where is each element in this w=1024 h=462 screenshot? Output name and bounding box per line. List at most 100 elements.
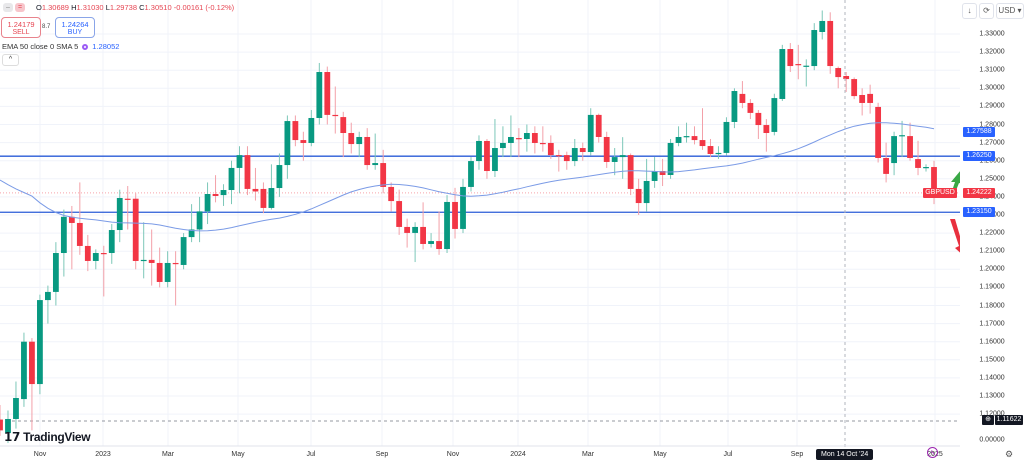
candle-body	[563, 155, 570, 162]
plus-circle-icon[interactable]: ⊕	[982, 415, 994, 425]
candle-body	[292, 121, 299, 141]
candle	[587, 108, 594, 156]
candle	[771, 93, 778, 136]
candle	[324, 66, 331, 125]
candle-body	[340, 117, 347, 134]
candle	[292, 115, 299, 147]
candle-body	[627, 155, 634, 189]
tradingview-logo[interactable]: 𝟭𝟳 TradingView	[4, 430, 91, 444]
candle	[380, 149, 387, 194]
toggle-icon[interactable]: =	[15, 3, 25, 12]
candle-body	[923, 167, 929, 169]
y-tick-label: 1.14000	[979, 374, 1005, 382]
candle-body	[691, 136, 698, 141]
candle-body	[643, 180, 650, 204]
y-tick-label: 1.31000	[979, 66, 1005, 74]
candle	[635, 178, 642, 215]
candle	[492, 119, 498, 177]
x-tick-label: Mar	[581, 451, 595, 458]
candle	[116, 189, 123, 243]
candle	[699, 108, 706, 150]
candle-body	[348, 133, 355, 145]
y-tick-label: 1.29000	[979, 102, 1005, 110]
tv-mark-icon: 𝟭𝟳	[4, 430, 21, 444]
candle	[867, 84, 874, 114]
candle-body	[44, 291, 51, 301]
brand-name: TradingView	[23, 430, 91, 444]
candle-body	[468, 161, 474, 187]
candle	[795, 44, 802, 80]
candle	[843, 72, 850, 92]
candle-body	[404, 226, 411, 233]
candle	[763, 119, 770, 152]
candle-body	[332, 114, 339, 117]
indicator-value: 1.28052	[92, 42, 120, 51]
candle-body	[388, 186, 395, 202]
candle-body	[571, 148, 578, 162]
candle	[300, 131, 307, 161]
ohlc-legend: O1.30689 H1.31030 L1.29738 C1.30510 -0.0…	[36, 3, 235, 12]
candle	[899, 120, 905, 158]
candle-body	[164, 262, 171, 282]
indicator-legend[interactable]: EMA 50 close 0 SMA 5 1.28052	[2, 42, 119, 51]
candle-body	[5, 418, 11, 434]
candle-body	[635, 188, 642, 204]
candle	[715, 146, 722, 159]
candle-body	[420, 226, 426, 244]
candle-body	[867, 93, 874, 103]
candle	[563, 151, 570, 170]
currency-label: USD	[998, 6, 1016, 15]
refresh-icon[interactable]: ⟳	[979, 3, 994, 19]
candle	[508, 115, 514, 158]
candle-body	[212, 194, 219, 196]
candle	[84, 234, 91, 272]
candle	[60, 209, 67, 277]
candle-body	[452, 201, 458, 229]
candle-body	[276, 165, 283, 189]
candle	[100, 245, 107, 297]
minus-icon[interactable]: –	[3, 3, 13, 12]
candle-body	[228, 167, 235, 191]
buy-button[interactable]: 1.24264 BUY	[55, 17, 95, 38]
candle-body	[731, 91, 738, 122]
lightning-icon[interactable]: ϟ	[927, 447, 938, 458]
candle	[627, 153, 634, 196]
candle	[452, 187, 458, 239]
candle	[547, 135, 554, 159]
candle-body	[13, 397, 19, 419]
candle	[252, 167, 259, 201]
candle	[779, 44, 786, 101]
currency-select[interactable]: USD ▾	[996, 3, 1024, 19]
candle-body	[484, 140, 490, 172]
marker-price-tag: 1.11622	[995, 415, 1023, 425]
candle	[396, 189, 403, 235]
settings-icon[interactable]: ⚙	[1005, 449, 1014, 459]
candle	[476, 135, 482, 170]
candle-body	[771, 98, 778, 132]
candle-body	[611, 157, 618, 162]
candle-body	[851, 79, 858, 97]
candle	[316, 62, 323, 125]
candle	[196, 196, 203, 243]
candle-body	[148, 259, 155, 263]
candle	[683, 122, 690, 143]
y-tick-label: 1.27000	[979, 139, 1005, 147]
price-axis[interactable]: 0.00000 1.33000 1.32000 1.31000 1.30000 1.29…	[960, 0, 1024, 462]
candle	[308, 110, 315, 147]
candle-body	[699, 140, 706, 147]
x-tick-label: 2023	[95, 451, 111, 458]
candle	[915, 140, 921, 176]
y-tick-label: 1.32000	[979, 48, 1005, 56]
candle-body	[859, 94, 866, 103]
candle	[52, 242, 59, 306]
candle-body	[795, 64, 802, 66]
candle	[707, 138, 714, 158]
candle	[515, 128, 522, 158]
candle	[68, 205, 75, 270]
download-arrow-icon[interactable]: ↓	[962, 3, 977, 19]
candle-body	[436, 241, 442, 250]
chevron-up-icon[interactable]: ^	[2, 54, 19, 66]
candle	[172, 251, 179, 306]
sell-button[interactable]: 1.24179 SELL	[1, 17, 41, 38]
